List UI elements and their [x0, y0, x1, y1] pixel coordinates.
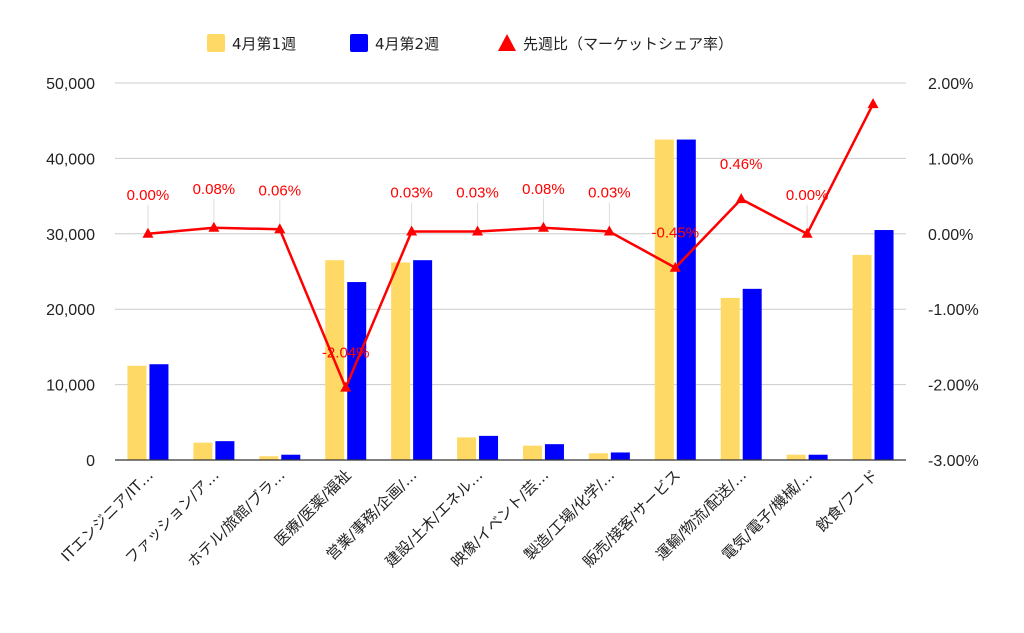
data-label: 0.03%: [390, 185, 433, 202]
data-label: -2.04%: [322, 345, 370, 362]
data-label: -0.45%: [652, 225, 700, 242]
bars: [127, 139, 894, 461]
share-change-marker: [735, 193, 747, 204]
bar-week1: [457, 437, 477, 460]
y-axis-right-ticks: -3.00% -2.00% -1.00% 0.00% 1.00% 2.00%: [928, 76, 979, 470]
legend: 4月第1週 4月第2週 先週比（マーケットシェア率）: [207, 34, 733, 53]
share-change-marker: [603, 225, 615, 236]
gridlines: [115, 82, 906, 386]
legend-label-week2: 4月第2週: [375, 35, 439, 53]
bar-week2: [413, 260, 433, 460]
share-change-marker: [537, 221, 549, 232]
data-label: 0.08%: [522, 181, 565, 198]
share-change-marker: [208, 221, 220, 232]
share-change-marker: [340, 381, 352, 392]
y2-tick-label: 0.00%: [928, 227, 973, 244]
y-tick-label: 40,000: [46, 151, 95, 168]
bar-week2: [874, 230, 894, 460]
y-tick-label: 10,000: [46, 378, 95, 395]
share-change-polyline: [147, 103, 875, 389]
bar-week2: [544, 444, 564, 460]
data-label: 0.03%: [456, 185, 499, 202]
bar-week2: [149, 364, 169, 460]
data-label: 0.06%: [259, 182, 302, 199]
legend-label-week1: 4月第1週: [232, 35, 296, 53]
y2-tick-label: 1.00%: [928, 151, 973, 168]
bar-week1: [127, 365, 147, 460]
bar-week1: [193, 442, 213, 460]
share-change-marker: [142, 227, 154, 238]
x-axis-category-labels: ITエンジニア/IT…ファッション/ア…ホテル/旅館/ブラ…医療/医薬/福祉営業…: [58, 466, 882, 571]
bar-week2: [808, 454, 828, 460]
bar-week2: [479, 435, 499, 460]
y-tick-label: 50,000: [46, 76, 95, 93]
data-label: 0.03%: [588, 185, 631, 202]
bar-week1: [391, 262, 411, 460]
bar-week2: [281, 454, 301, 460]
y-axis-left-ticks: 0 10,000 20,000 30,000 40,000 50,000: [46, 76, 95, 470]
share-change-marker: [472, 225, 484, 236]
y-tick-label: 0: [86, 453, 95, 470]
bar-week1: [786, 454, 806, 460]
legend-swatch-week2: [350, 34, 368, 52]
y2-tick-label: -3.00%: [928, 453, 979, 470]
data-label: 0.00%: [127, 187, 170, 204]
y2-tick-label: -1.00%: [928, 302, 979, 319]
y2-tick-label: 2.00%: [928, 76, 973, 93]
y2-tick-label: -2.00%: [928, 378, 979, 395]
bar-week1: [654, 139, 674, 461]
data-label: 0.46%: [720, 156, 763, 173]
share-change-line: [142, 98, 879, 392]
bar-week2: [215, 441, 235, 460]
y-tick-label: 20,000: [46, 302, 95, 319]
bar-week2: [347, 282, 367, 460]
bar-week1: [259, 456, 279, 460]
bar-week2: [742, 288, 762, 460]
bar-week2: [610, 452, 630, 460]
bar-week2: [676, 139, 696, 461]
bar-week1: [522, 445, 542, 460]
y-tick-label: 30,000: [46, 227, 95, 244]
bar-week1: [852, 254, 872, 460]
legend-swatch-week1: [207, 34, 225, 52]
legend-label-share-change: 先週比（マーケットシェア率）: [523, 35, 733, 53]
data-labels: 0.00% 0.08% 0.06% -2.04% 0.03% 0.03% 0.08% 0.03…: [127, 156, 829, 362]
data-label: 0.08%: [193, 181, 236, 198]
share-change-marker: [801, 227, 813, 238]
share-change-marker: [406, 225, 418, 236]
share-change-marker: [274, 223, 286, 234]
bar-week1: [720, 297, 740, 460]
share-change-marker: [669, 261, 681, 272]
share-change-marker: [867, 98, 879, 109]
bar-week1: [588, 453, 608, 460]
data-label: 0.00%: [786, 187, 829, 204]
category-label: 飲食/フード: [813, 466, 882, 535]
legend-marker-share-change: [498, 34, 516, 51]
